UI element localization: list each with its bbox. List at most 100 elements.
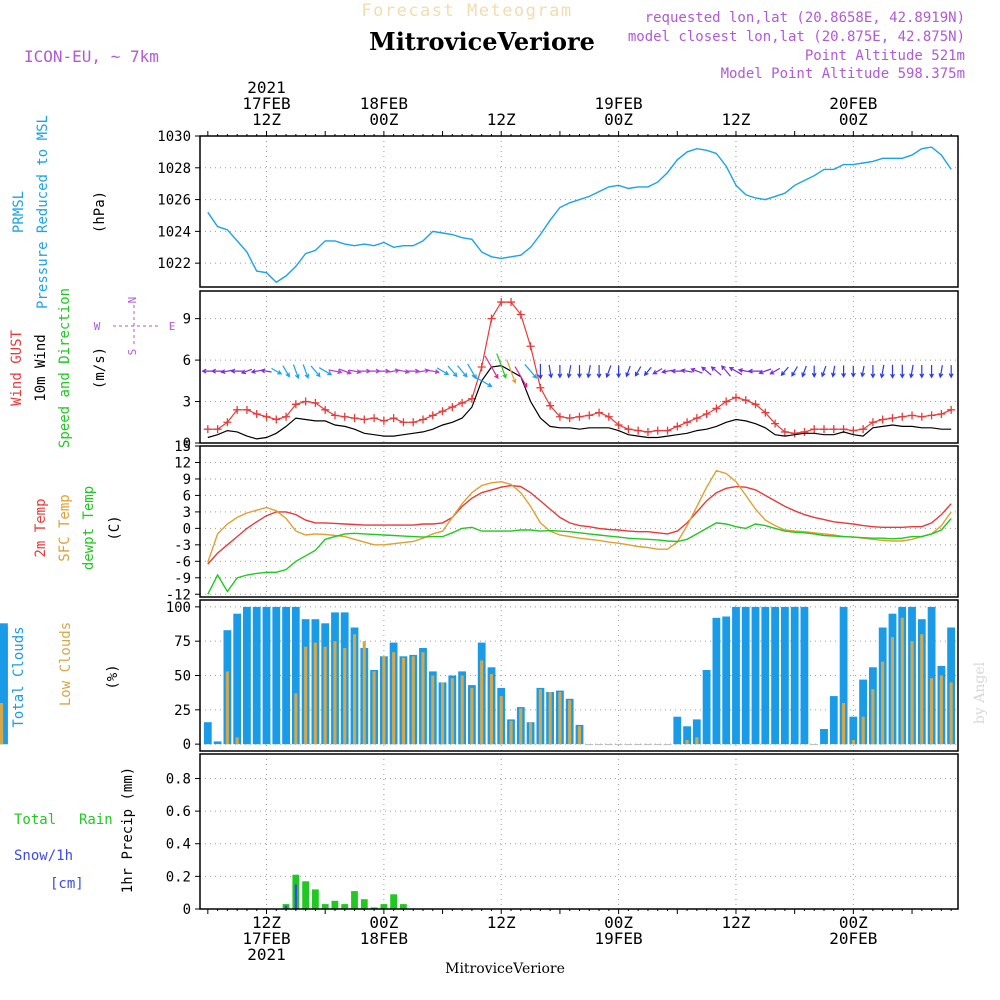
total-cloud-bar xyxy=(741,606,750,745)
gust-marker xyxy=(771,419,780,428)
rain-bar xyxy=(390,894,397,909)
wind-arrow xyxy=(841,365,847,379)
wind-arrow xyxy=(310,365,321,378)
bottom-time-label: 00Z xyxy=(839,913,868,932)
gust-marker xyxy=(448,403,457,412)
series-line-prmsl xyxy=(207,146,952,284)
total-cloud-bar xyxy=(291,606,300,745)
point-altitude: Point Altitude 521m xyxy=(805,48,965,64)
panel-pressure: 1022 1024 1026 1028 1030 xyxy=(157,129,959,288)
series-line-2m-temp xyxy=(207,484,952,565)
total-cloud-bar xyxy=(0,623,8,745)
low-cloud-bar xyxy=(441,682,445,745)
top-time-label: 18FEB xyxy=(360,94,408,113)
total-cloud-bar xyxy=(673,716,682,745)
compass-n: N xyxy=(126,297,139,304)
y-tick-label: 1024 xyxy=(157,224,191,240)
wind-arrow xyxy=(938,365,944,379)
gust-marker xyxy=(790,429,799,438)
low-cloud-bar xyxy=(0,703,4,745)
gust-marker xyxy=(820,425,829,434)
y-tick-label: -12 xyxy=(166,587,191,603)
series-line-dewpt-temp xyxy=(207,518,952,595)
total-cloud-bar xyxy=(213,741,222,745)
gust-marker xyxy=(272,415,281,424)
cloud-ylabel: Total Clouds Low Clouds (%) xyxy=(11,622,121,728)
total-cloud-bar xyxy=(692,719,701,745)
top-time-label: 12Z xyxy=(252,110,281,129)
bottom-time-label: 20FEB xyxy=(829,929,877,948)
y-tick-label: 0 xyxy=(183,521,191,537)
wind-arrow xyxy=(831,365,836,378)
gust-marker xyxy=(780,427,789,436)
plot-panels: 102210241026102810300369-12-9-6-30369121… xyxy=(0,78,959,964)
y-tick-label: 0 xyxy=(183,737,191,753)
wind-arrow xyxy=(670,368,683,374)
wind-arrow xyxy=(701,366,712,376)
low-cloud-bar xyxy=(538,689,542,745)
total-cloud-bar xyxy=(927,606,936,745)
wind-arrow xyxy=(368,368,381,374)
gust-marker xyxy=(252,409,261,418)
gust-marker xyxy=(731,393,740,402)
low-cloud-bar xyxy=(558,692,562,745)
compass-s: S xyxy=(126,349,139,356)
gust-marker xyxy=(262,412,271,421)
rain-bar xyxy=(380,904,388,909)
gust-marker xyxy=(379,416,388,425)
gust-marker xyxy=(810,425,819,434)
top-time-label: 17FEB xyxy=(242,94,290,113)
wind-arrow xyxy=(661,369,673,374)
gust-marker xyxy=(575,412,584,421)
ms-unit-label: (m/s) xyxy=(92,347,108,389)
low-cloud-bar xyxy=(353,634,357,745)
gust-marker xyxy=(282,412,291,421)
low-cloud-bar xyxy=(333,641,337,745)
gust-marker xyxy=(898,412,907,421)
low-cloud-bar xyxy=(470,687,474,745)
top-time-label: 2021 xyxy=(247,78,286,97)
top-time-label: 20FEB xyxy=(829,94,877,113)
gust-marker xyxy=(311,398,320,407)
y-tick-label: 9 xyxy=(183,312,191,328)
gust-marker xyxy=(565,414,574,423)
total-cloud-bar xyxy=(243,606,251,745)
wind-arrow xyxy=(548,364,554,379)
gust-marker xyxy=(497,298,506,307)
precip-unit-label: 1hr Precip (mm) xyxy=(120,767,136,893)
low-cloud-bar xyxy=(519,708,523,745)
wind-arrow xyxy=(879,364,885,379)
gust-marker xyxy=(409,418,418,427)
gust-marker xyxy=(595,408,604,417)
panel-frame xyxy=(199,135,959,288)
total-cloud-bar xyxy=(790,606,799,745)
gust-marker xyxy=(859,425,868,434)
low-cloud-bar xyxy=(577,726,581,745)
wind-arrow xyxy=(240,368,253,375)
y-tick-label: 0.2 xyxy=(166,869,191,885)
gust-marker xyxy=(849,426,858,435)
gust-marker xyxy=(360,415,369,424)
gust-marker xyxy=(927,411,936,420)
gust-marker xyxy=(643,427,652,436)
y-tick-label: 6 xyxy=(183,353,191,369)
y-tick-label: -9 xyxy=(174,571,191,587)
gust-marker xyxy=(428,411,437,420)
wind-arrow xyxy=(680,368,693,374)
wind-arrow xyxy=(230,368,243,374)
total-cloud-bar xyxy=(282,606,290,745)
wind-arrow xyxy=(302,364,310,379)
wind-arrow xyxy=(407,368,421,374)
gust-marker xyxy=(301,397,310,406)
wind-arrow xyxy=(436,367,450,376)
total-cloud-bar xyxy=(252,606,261,745)
wind-arrow xyxy=(566,364,572,379)
total-cloud-bar xyxy=(820,729,828,745)
top-time-label: 12Z xyxy=(722,110,751,129)
wind-arrow xyxy=(643,366,652,377)
gust-marker xyxy=(418,415,427,424)
y-tick-label: 25 xyxy=(174,703,191,719)
panel-frame xyxy=(199,599,959,752)
